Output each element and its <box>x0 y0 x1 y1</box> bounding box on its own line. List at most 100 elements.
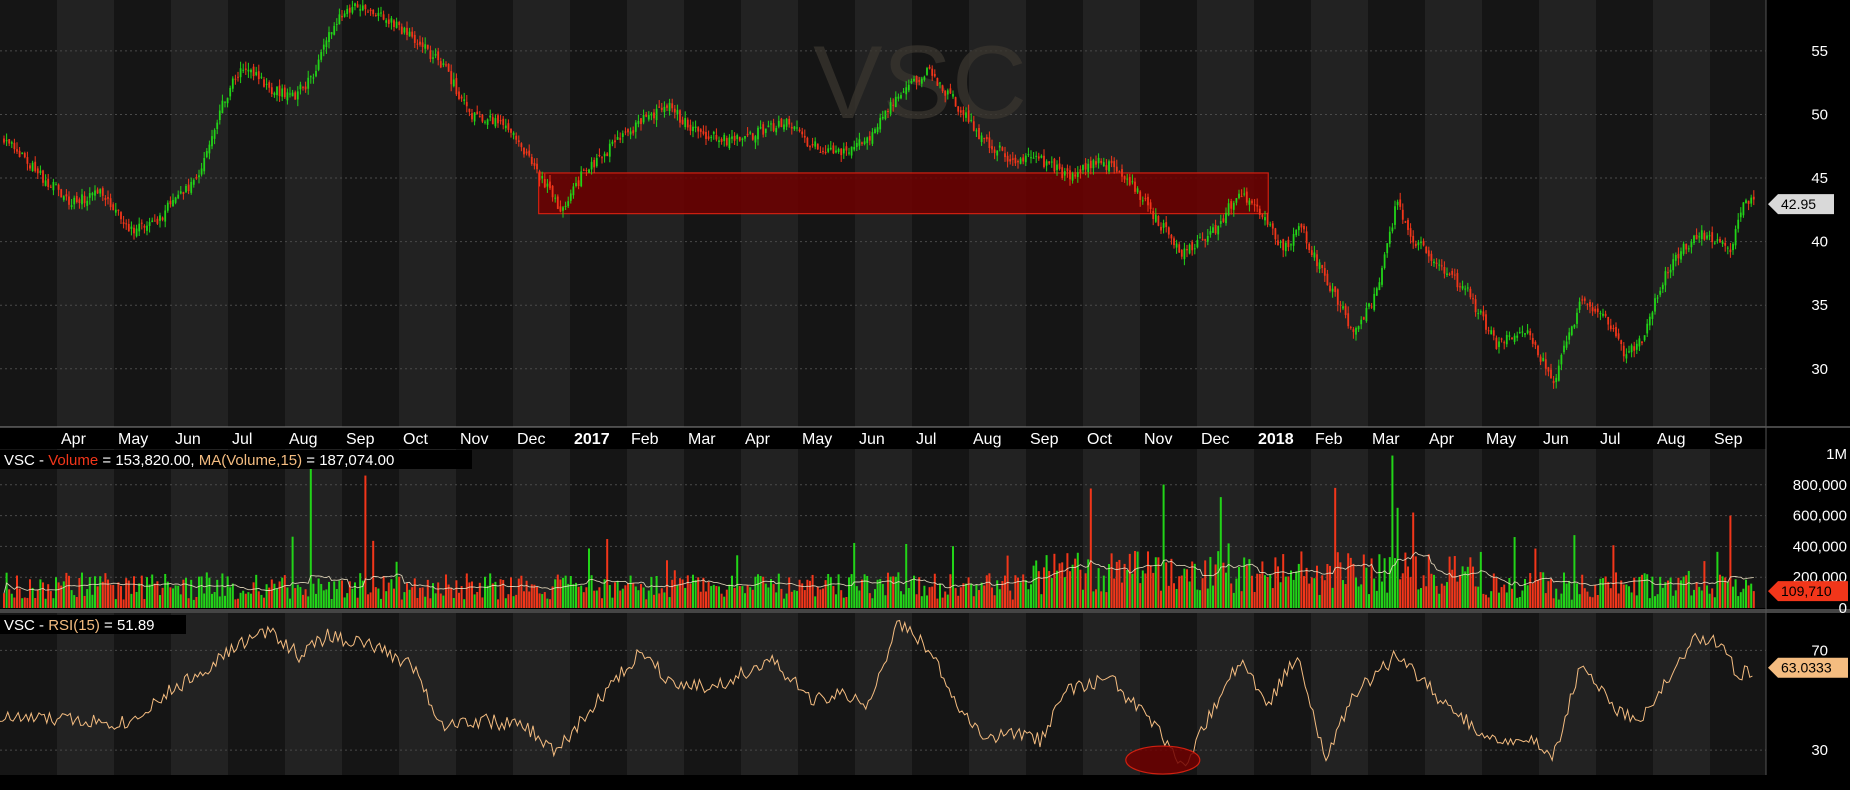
candle-body <box>707 136 710 139</box>
candle-body <box>1355 327 1357 335</box>
candle-body <box>1027 154 1030 156</box>
candle-body <box>75 195 78 203</box>
candle-body <box>78 199 81 204</box>
candle-body <box>499 120 502 122</box>
candle-body <box>1542 357 1545 362</box>
candle-body <box>1095 161 1097 165</box>
candle-body <box>741 138 744 140</box>
volume-bar <box>845 596 848 608</box>
volume-bar <box>556 574 559 608</box>
volume-bar <box>725 589 728 608</box>
candle-body <box>416 43 419 45</box>
candle-body <box>543 178 546 188</box>
volume-bar <box>1193 563 1196 608</box>
volume-bar <box>1521 590 1524 608</box>
volume-bar <box>1087 559 1090 608</box>
volume-bar <box>164 573 167 608</box>
volume-bar <box>738 585 741 608</box>
volume-bar <box>1529 573 1532 608</box>
volume-bar <box>346 593 349 608</box>
candle-body <box>918 80 921 82</box>
last-price-label: 42.95 <box>1781 196 1816 212</box>
candle-body <box>18 150 21 157</box>
candle-body <box>1430 253 1433 261</box>
candle-body <box>302 87 304 89</box>
volume-bar <box>13 597 16 608</box>
candle-body <box>889 102 892 114</box>
candle-body <box>972 121 975 131</box>
volume-bar <box>1128 553 1131 608</box>
volume-bar <box>1355 577 1357 608</box>
candle-body <box>1290 244 1292 246</box>
volume-bar <box>764 583 767 608</box>
candle-body <box>244 68 247 70</box>
candle-body <box>304 86 307 90</box>
candle-body <box>1113 161 1116 168</box>
candle-body <box>494 118 497 127</box>
volume-bar <box>1459 575 1461 608</box>
candle-body <box>213 129 216 139</box>
rsi-tick-label: 30 <box>1811 742 1828 759</box>
volume-bar <box>1245 565 1248 608</box>
volume-bar <box>585 587 588 608</box>
volume-bar <box>1466 566 1469 608</box>
candle-body <box>676 109 679 115</box>
candle-body <box>1297 226 1300 231</box>
candle-body <box>393 20 395 27</box>
candle-body <box>611 141 614 144</box>
volume-bar <box>1659 576 1662 608</box>
volume-bar <box>1019 582 1022 608</box>
volume-bar <box>1698 586 1701 608</box>
rsi-axis: 70 30 <box>1811 642 1828 759</box>
volume-bar <box>1547 581 1550 608</box>
volume-bar <box>192 599 195 608</box>
candle-body <box>1183 248 1186 260</box>
volume-bar <box>91 594 94 608</box>
volume-bar <box>538 593 541 608</box>
volume-bar <box>75 596 78 608</box>
volume-bars <box>3 455 1755 608</box>
volume-tick-label: 800,000 <box>1793 477 1847 494</box>
volume-bar <box>1344 584 1347 608</box>
volume-bar <box>369 592 372 608</box>
volume-bar <box>1542 572 1545 608</box>
candle-body <box>156 218 159 224</box>
candle-body <box>1386 243 1389 254</box>
candle-body <box>1388 231 1391 244</box>
candle-body <box>1695 234 1698 240</box>
volume-bar <box>1056 570 1058 608</box>
volume-bar <box>1438 593 1441 608</box>
candle-body <box>1269 224 1272 226</box>
candle-body <box>996 150 999 156</box>
candle-body <box>957 106 960 112</box>
candle-body <box>47 178 50 188</box>
candle-body <box>1698 236 1701 238</box>
candle-body <box>1578 301 1581 310</box>
candle-body <box>1591 307 1594 312</box>
volume-bar <box>403 592 406 608</box>
volume-bar <box>1503 584 1506 608</box>
volume-bar <box>549 599 551 608</box>
candle-body <box>1643 335 1646 341</box>
candle-body <box>949 88 952 94</box>
candle-body <box>1427 250 1430 257</box>
volume-bar <box>52 598 55 608</box>
last-price-tag: 42.95 <box>1768 194 1834 215</box>
volume-bar <box>153 583 156 608</box>
volume-bar <box>952 546 954 608</box>
candle-body <box>450 71 453 85</box>
candle-body <box>211 136 213 147</box>
volume-bar <box>1630 592 1633 608</box>
candle-body <box>372 9 375 15</box>
candle-body <box>478 115 481 117</box>
candle-body <box>975 130 978 132</box>
volume-bar <box>39 579 42 608</box>
volume-bar <box>907 588 910 608</box>
candle-body <box>169 200 172 205</box>
volume-bar <box>1295 571 1298 608</box>
candle-body <box>1677 253 1680 259</box>
volume-bar <box>1123 563 1126 608</box>
volume-bar <box>450 587 453 608</box>
volume-bar <box>1464 571 1467 608</box>
